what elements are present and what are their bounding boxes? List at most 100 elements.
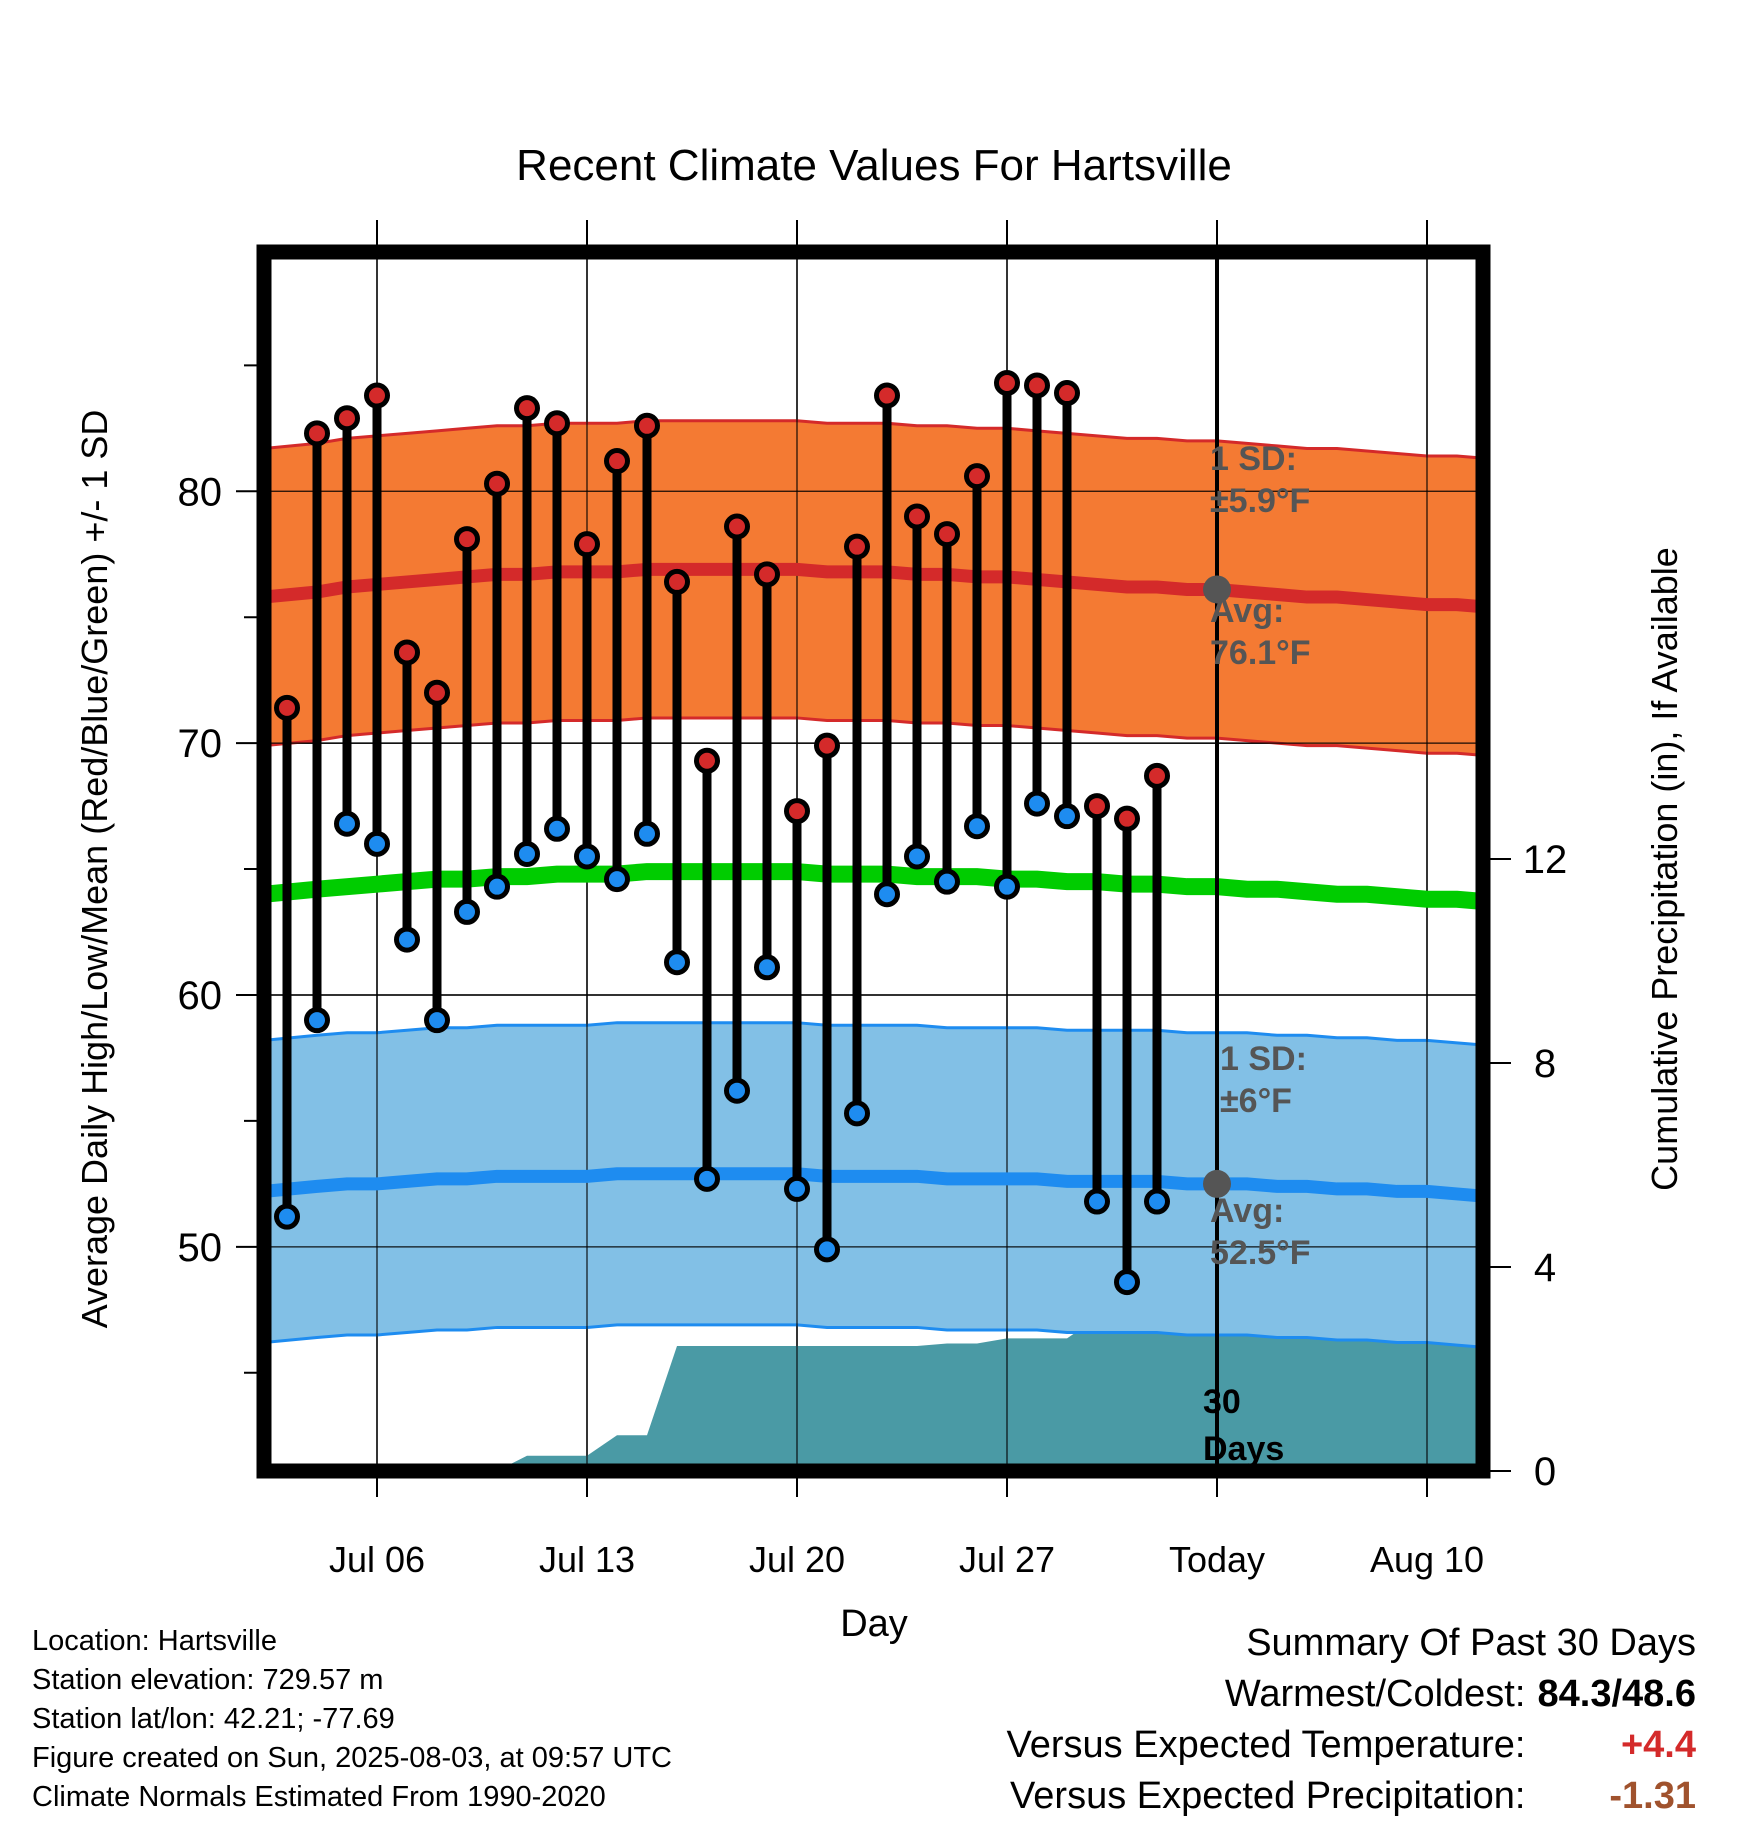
x-tick-label: Today <box>1169 1539 1265 1580</box>
x-tick-label: Jul 27 <box>959 1539 1055 1580</box>
x-tick-label: Jul 06 <box>329 1539 425 1580</box>
high-point <box>694 747 720 774</box>
summary-precip: Versus Expected Precipitation: -1.31 <box>1007 1771 1696 1822</box>
info-latlon: Station lat/lon: 42.21; -77.69 <box>32 1703 395 1735</box>
low-point <box>1114 1269 1140 1296</box>
axes: Jul 06 Jul 13 Jul 20 Jul 27 Today Aug 10 50 60 7… <box>178 220 1568 1580</box>
info-elevation: Station elevation: 729.57 m <box>32 1664 384 1696</box>
high-point <box>514 395 540 422</box>
high-point <box>784 798 810 825</box>
temp-value: +4.4 <box>1620 1724 1696 1766</box>
low-point <box>634 820 660 847</box>
plot-frame <box>256 244 1491 1479</box>
plot-area <box>264 252 1483 1471</box>
high-point <box>334 405 360 432</box>
x-tick-label: Aug 10 <box>1370 1539 1484 1580</box>
low-sd-value: ±6°F <box>1220 1082 1292 1120</box>
low-point <box>904 843 930 870</box>
high-point <box>724 513 750 540</box>
x-axis-label: Day <box>840 1603 908 1645</box>
low-point <box>514 840 540 867</box>
y-axis-label: Average Daily High/Low/Mean (Red/Blue/Gr… <box>74 410 115 1329</box>
low-point <box>664 949 690 976</box>
low-avg-value: 52.5°F <box>1210 1234 1311 1272</box>
info-created: Figure created on Sun, 2025-08-03, at 09… <box>32 1742 672 1774</box>
x-tick-label: Jul 20 <box>749 1539 845 1580</box>
low-point <box>364 830 390 857</box>
low-point <box>994 873 1020 900</box>
high-point <box>304 420 330 447</box>
low-point <box>814 1236 840 1263</box>
high-point <box>664 568 690 595</box>
low-point <box>1054 803 1080 830</box>
low-point <box>754 954 780 981</box>
high-point <box>1144 762 1170 789</box>
low-point <box>874 881 900 908</box>
high-sd-lower-edge <box>264 716 1483 759</box>
low-point <box>574 843 600 870</box>
high-point <box>814 732 840 759</box>
high-avg-label: Avg: <box>1210 592 1284 630</box>
high-point <box>1054 380 1080 407</box>
low-sd-lower-edge <box>264 1323 1483 1351</box>
low-sd-label: 1 SD: <box>1220 1040 1307 1078</box>
y2-tick-label: 8 <box>1534 1042 1556 1086</box>
high-point <box>994 369 1020 396</box>
low-point <box>604 866 630 893</box>
low-point <box>484 873 510 900</box>
y2-tick-label: 4 <box>1534 1246 1556 1290</box>
info-normals: Climate Normals Estimated From 1990-2020 <box>32 1781 606 1813</box>
high-point <box>274 694 300 721</box>
high-point <box>604 448 630 475</box>
low-point <box>394 926 420 953</box>
today-low-normal-dot <box>1203 1169 1231 1198</box>
high-point <box>634 412 660 439</box>
high-point <box>394 639 420 666</box>
low-point <box>424 1007 450 1034</box>
high-point <box>844 533 870 560</box>
precip-label: Versus Expected Precipitation: <box>1010 1775 1526 1817</box>
low-point <box>544 815 570 842</box>
low-point <box>334 810 360 837</box>
x-tick-label: Jul 13 <box>539 1539 635 1580</box>
low-point <box>784 1175 810 1202</box>
low-point <box>694 1165 720 1192</box>
y2-tick-label: 12 <box>1523 838 1568 882</box>
high-point <box>574 531 600 558</box>
normal-high-line <box>264 562 1483 614</box>
low-point <box>724 1077 750 1104</box>
high-point <box>934 521 960 548</box>
warm-cold-label: Warmest/Coldest: <box>1224 1673 1526 1715</box>
low-sd-upper-edge <box>264 1021 1483 1048</box>
normal-low-line <box>264 1167 1483 1203</box>
y-tick-label: 70 <box>178 722 223 766</box>
high-point <box>484 470 510 497</box>
low-point <box>964 813 990 840</box>
low-point <box>1084 1188 1110 1215</box>
high-point <box>1084 793 1110 820</box>
y-tick-label: 80 <box>178 470 223 514</box>
y2-tick-label: 0 <box>1534 1450 1556 1494</box>
y-tick-label: 50 <box>178 1226 223 1270</box>
info-location: Location: Hartsville <box>32 1625 277 1657</box>
high-sd-value: ±5.9°F <box>1210 482 1310 520</box>
high-point <box>1114 805 1140 832</box>
low-sd-band <box>264 1022 1483 1351</box>
y-tick-label: 60 <box>178 974 223 1018</box>
high-point <box>424 679 450 706</box>
warm-cold-value: 84.3/48.6 <box>1537 1673 1696 1715</box>
summary-panel: Summary Of Past 30 Days Warmest/Coldest:… <box>1007 1618 1696 1822</box>
precip-area <box>264 1317 1483 1471</box>
high-sd-upper-edge <box>264 419 1483 462</box>
y2-axis-label: Cumulative Precipitation (in), If Availa… <box>1644 547 1685 1191</box>
days-number-label: 30 <box>1203 1383 1241 1421</box>
high-point <box>874 382 900 409</box>
station-info: Location: Hartsville Station elevation: … <box>32 1622 672 1817</box>
plot-overlay: 1 SD: ±5.9°F Avg: 76.1°F 1 SD: ±6°F Avg: 52.5°F… <box>274 252 1311 1471</box>
high-point <box>904 503 930 530</box>
low-point <box>304 1007 330 1034</box>
summary-temp: Versus Expected Temperature: +4.4 <box>1007 1720 1696 1771</box>
high-point <box>544 410 570 437</box>
high-sd-band <box>264 420 1483 759</box>
summary-title: Summary Of Past 30 Days <box>1246 1622 1696 1664</box>
